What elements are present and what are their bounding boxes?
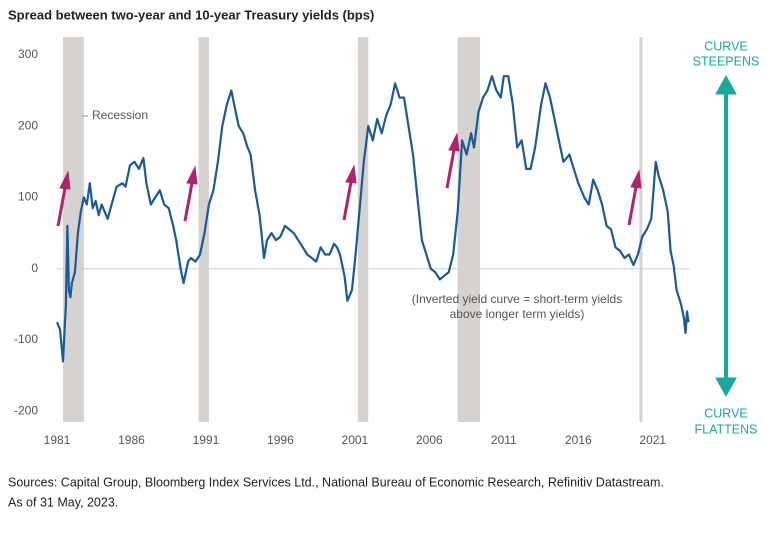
y-tick-label: 300 — [18, 47, 38, 61]
arrow — [627, 186, 638, 226]
arrow-head — [715, 74, 737, 95]
inversion-note: (Inverted yield curve = short-term yield… — [412, 292, 622, 306]
source: As of 31 May, 2023. — [8, 495, 118, 509]
arrow — [445, 149, 456, 189]
x-tick-label: 1981 — [44, 433, 71, 447]
arrow — [342, 181, 353, 221]
arrow — [183, 182, 194, 222]
recession-band — [639, 37, 643, 422]
chart-title: Spread between two-year and 10-year Trea… — [8, 7, 374, 22]
y-tick-label: 100 — [18, 190, 38, 204]
pink-arrows — [56, 132, 642, 227]
recession-label: Recession — [92, 108, 148, 122]
top-label: CURVE — [704, 39, 748, 53]
recession-band — [357, 37, 369, 422]
inversion-note: above longer term yields) — [450, 307, 585, 321]
x-tick-label: 1986 — [118, 433, 145, 447]
bottom-label: CURVE — [704, 406, 748, 420]
plot: -200 -100 0 100 200 300 1981 1986 1991 1996 2001 20… — [14, 37, 690, 447]
arrow-head — [630, 169, 642, 189]
bottom-label: FLATTENS — [695, 422, 758, 436]
source: Sources: Capital Group, Bloomberg Index … — [8, 475, 664, 489]
recession-band — [198, 37, 209, 422]
steepen-flatten-arrow — [715, 74, 737, 398]
x-tick-label: 1996 — [267, 433, 294, 447]
arrow-head — [715, 377, 737, 398]
x-tick-label: 2016 — [565, 433, 592, 447]
y-tick-label: 200 — [18, 118, 38, 132]
y-tick-label: -200 — [14, 403, 38, 417]
y-tick-label: -100 — [14, 332, 38, 346]
x-tick-label: 2001 — [342, 433, 369, 447]
recession-band — [62, 37, 84, 422]
arrow-head — [448, 132, 460, 152]
x-tick-label: 1991 — [193, 433, 220, 447]
arrow-head — [186, 165, 198, 185]
arrow — [56, 187, 67, 227]
x-tick-label: 2021 — [639, 433, 666, 447]
x-tick-label: 2011 — [491, 433, 517, 447]
spread-line — [55, 75, 690, 363]
x-tick-label: 2006 — [416, 433, 443, 447]
arrow-head — [345, 164, 357, 184]
recession-band — [457, 37, 480, 422]
top-label: STEEPENS — [693, 54, 760, 68]
y-tick-label: 0 — [31, 261, 38, 275]
arrow-head — [59, 170, 71, 190]
